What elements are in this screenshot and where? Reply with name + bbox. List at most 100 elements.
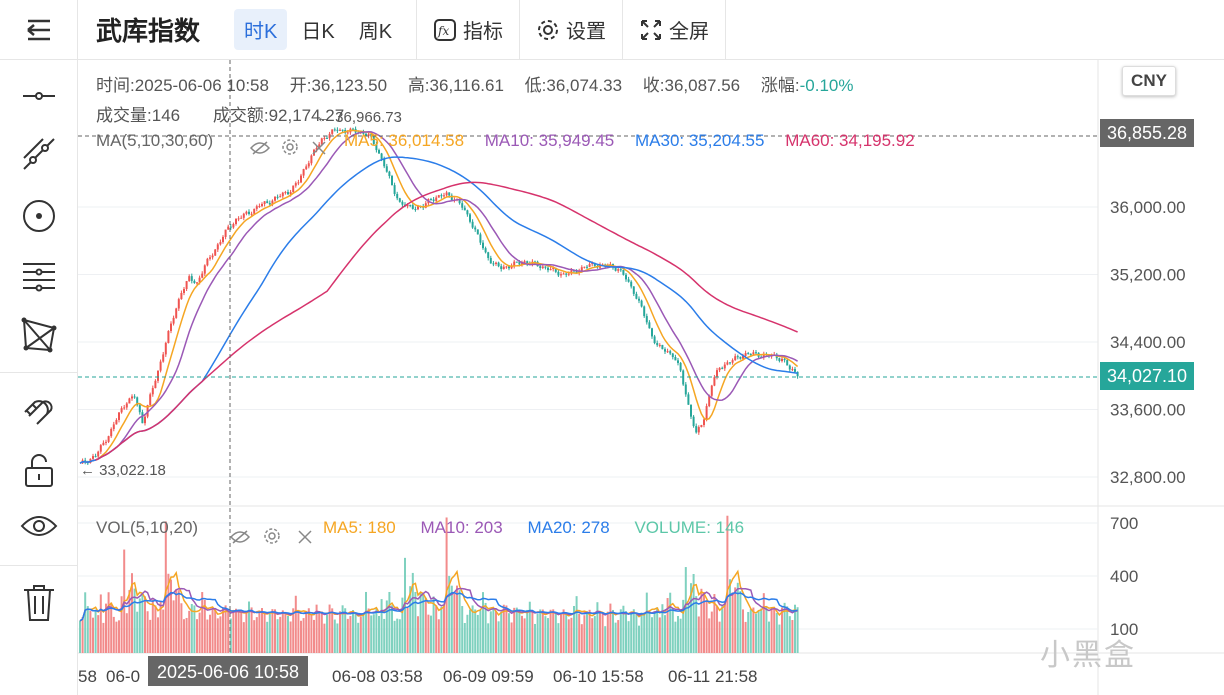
visibility-tool[interactable] bbox=[0, 512, 78, 540]
candle-body bbox=[151, 388, 154, 395]
volume-bar bbox=[729, 579, 731, 653]
collapse-menu-button[interactable] bbox=[0, 0, 78, 60]
volume-bar bbox=[201, 592, 204, 653]
volume-bar bbox=[411, 572, 414, 653]
currency-button[interactable]: CNY bbox=[1122, 66, 1176, 96]
volume-bar bbox=[755, 613, 757, 653]
trend-line-tool[interactable] bbox=[0, 136, 78, 172]
candle-body bbox=[401, 201, 404, 205]
volume-bar bbox=[84, 592, 87, 653]
candle-body bbox=[383, 158, 386, 167]
volume-bar bbox=[341, 605, 344, 653]
volume-bar bbox=[669, 592, 672, 653]
last-price-tag: 34,027.10 bbox=[1100, 362, 1194, 390]
horizontal-line-tool[interactable] bbox=[0, 84, 78, 108]
gear-icon[interactable] bbox=[281, 138, 299, 156]
candle-body bbox=[508, 266, 510, 269]
tab-day-k[interactable]: 日K bbox=[301, 21, 335, 43]
candle-body bbox=[552, 267, 555, 269]
fullscreen-button[interactable]: 全屏 bbox=[623, 0, 727, 60]
candle-body bbox=[562, 273, 565, 275]
volume-bar bbox=[336, 623, 339, 653]
candle-body bbox=[435, 197, 438, 201]
candle-body bbox=[398, 198, 401, 202]
candle-body bbox=[172, 317, 175, 324]
volume-bar bbox=[765, 606, 768, 653]
volume-bar bbox=[697, 616, 700, 653]
volume-bar bbox=[469, 609, 471, 653]
time-axis-label: 06-08 03:58 bbox=[332, 667, 423, 686]
candle-body bbox=[167, 330, 170, 343]
close-icon[interactable] bbox=[311, 140, 327, 156]
volume-bar bbox=[557, 623, 560, 653]
volume-bar bbox=[575, 596, 578, 653]
gear-icon[interactable] bbox=[263, 527, 281, 545]
volume-bar bbox=[102, 622, 105, 653]
candle-body bbox=[635, 293, 638, 299]
volume-bar bbox=[747, 612, 750, 653]
candle-body bbox=[591, 262, 594, 265]
time-axis-label: 06-11 21:58 bbox=[668, 667, 757, 686]
tab-hour-k[interactable]: 时K bbox=[234, 9, 288, 50]
open-label: 开: bbox=[289, 76, 312, 95]
volume-bars bbox=[79, 515, 799, 653]
candle-body bbox=[526, 261, 529, 264]
candle-body bbox=[723, 364, 726, 369]
volume-bar bbox=[544, 616, 547, 653]
volume-axis-label: 700 bbox=[1110, 514, 1138, 533]
volume-bar bbox=[430, 615, 432, 653]
candle-body bbox=[292, 185, 295, 193]
toolbar-divider bbox=[0, 372, 78, 373]
volume-bar bbox=[167, 573, 170, 653]
eye-hidden-icon[interactable] bbox=[229, 529, 251, 545]
volume-bar bbox=[372, 614, 375, 653]
magnet-tool[interactable] bbox=[0, 390, 78, 426]
volume-bar bbox=[365, 591, 367, 653]
indicator-button[interactable]: fx 指标 bbox=[417, 0, 521, 60]
fullscreen-label: 全屏 bbox=[669, 21, 710, 43]
candle-body bbox=[315, 148, 318, 150]
volume-bar bbox=[690, 583, 692, 653]
volume-bar bbox=[313, 619, 315, 653]
candle-body bbox=[661, 344, 664, 350]
volume-bar bbox=[193, 605, 196, 653]
pattern-tool[interactable] bbox=[0, 316, 78, 354]
candle-body bbox=[640, 300, 643, 307]
candle-body bbox=[411, 205, 414, 209]
candle-body bbox=[159, 361, 162, 371]
candle-body bbox=[274, 196, 276, 201]
candle-body bbox=[318, 144, 321, 149]
volume-bar bbox=[635, 613, 638, 653]
eye-hidden-icon[interactable] bbox=[249, 140, 271, 156]
volume-bar bbox=[461, 606, 464, 653]
volume-bar bbox=[752, 607, 755, 653]
candle-body bbox=[791, 369, 794, 371]
candle-body bbox=[583, 266, 586, 268]
close-icon[interactable] bbox=[297, 529, 313, 545]
volume-bar bbox=[781, 607, 783, 653]
volume-bar bbox=[705, 600, 708, 653]
fibonacci-tool[interactable] bbox=[0, 258, 78, 294]
volume-bar bbox=[437, 619, 440, 653]
kline-chart[interactable]: 36,000.00 35,200.00 34,400.00 33,600.00 32,8… bbox=[78, 60, 1224, 695]
volume-bar bbox=[417, 616, 419, 653]
volume-bar bbox=[625, 611, 627, 653]
candle-body bbox=[240, 217, 243, 219]
tab-week-k[interactable]: 周K bbox=[358, 21, 393, 43]
candle-body bbox=[783, 358, 786, 361]
volume-bar bbox=[489, 611, 492, 653]
settings-button[interactable]: 设置 bbox=[520, 0, 624, 60]
volume-bar bbox=[651, 617, 653, 653]
candle-body bbox=[391, 175, 393, 186]
candle-body bbox=[482, 242, 484, 249]
volume-bar bbox=[294, 595, 297, 653]
lock-tool[interactable] bbox=[0, 452, 78, 488]
volume-bar bbox=[554, 612, 557, 653]
candle-body bbox=[110, 428, 113, 437]
candle-body bbox=[367, 133, 370, 136]
volume-bar bbox=[141, 594, 144, 653]
circle-tool[interactable] bbox=[0, 198, 78, 234]
volume-bar bbox=[222, 607, 224, 653]
delete-tool[interactable] bbox=[0, 584, 78, 622]
volume-bar bbox=[224, 605, 227, 653]
